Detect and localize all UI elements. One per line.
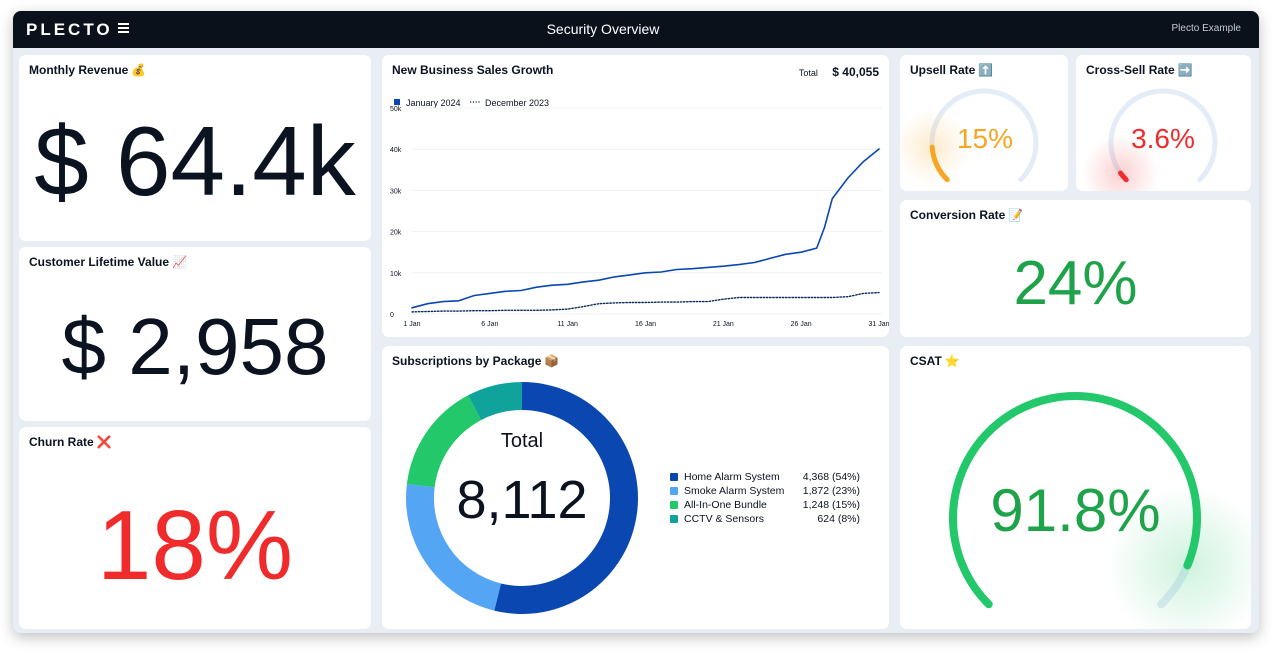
legend-swatch-0 xyxy=(394,99,400,105)
y-tick-label: 40k xyxy=(390,147,402,154)
memo-icon: 📝 xyxy=(1008,208,1024,222)
upsell-rate-card[interactable]: Upsell Rate ⬆️ 15% xyxy=(900,55,1068,191)
card-title: Monthly Revenue 💰 xyxy=(29,63,147,77)
card-title: Conversion Rate 📝 xyxy=(910,208,1024,222)
money-bag-icon: 💰 xyxy=(131,63,147,77)
card-title: New Business Sales Growth xyxy=(392,63,554,77)
cross-sell-rate-gauge xyxy=(1082,88,1218,191)
x-tick-label: 1 Jan xyxy=(403,321,420,328)
gauge-glow xyxy=(900,109,971,186)
monthly-revenue-value: $ 64.4k xyxy=(34,106,356,216)
subscriptions-donut-chart[interactable] xyxy=(382,346,662,629)
legend-label: All-In-One Bundle xyxy=(684,499,767,511)
sales-total-label: Total xyxy=(798,68,818,78)
donut-slice-smoke-alarm-system[interactable] xyxy=(406,484,501,611)
legend-item[interactable]: Home Alarm System 4,368 (54%) xyxy=(670,470,860,484)
legend-label: Smoke Alarm System xyxy=(684,485,785,497)
top-bar: PLECTO Security Overview Plecto Example xyxy=(13,11,1259,48)
churn-rate-card[interactable]: Churn Rate ❌ 18% xyxy=(19,427,371,629)
series-line-december-2023[interactable] xyxy=(411,291,880,313)
gauge-glow xyxy=(1082,135,1159,191)
card-title: Cross-Sell Rate ➡️ xyxy=(1086,63,1193,77)
chart-increasing-icon: 📈 xyxy=(172,255,187,269)
series-line-january-2024[interactable] xyxy=(411,148,880,309)
legend-value: 624 (8%) xyxy=(817,513,860,525)
x-tick-label: 6 Jan xyxy=(481,321,498,328)
y-tick-label: 30k xyxy=(390,188,402,195)
x-tick-label: 11 Jan xyxy=(557,321,578,328)
x-tick-label: 26 Jan xyxy=(791,321,812,328)
donut-legend: Home Alarm System 4,368 (54%) Smoke Alarm … xyxy=(670,470,860,526)
card-title: Upsell Rate ⬆️ xyxy=(910,63,994,77)
legend-swatch xyxy=(670,473,678,481)
legend-value: 4,368 (54%) xyxy=(802,471,860,483)
gauge-fill xyxy=(1118,170,1129,183)
csat-value: 91.8% xyxy=(990,477,1161,544)
csat-gauge xyxy=(949,392,1251,629)
conversion-rate-card[interactable]: Conversion Rate 📝 24% xyxy=(900,200,1251,337)
cross-sell-rate-card[interactable]: Cross-Sell Rate ➡️ 3.6% xyxy=(1076,55,1251,191)
legend-value: 1,248 (15%) xyxy=(802,499,860,511)
card-title: Customer Lifetime Value 📈 xyxy=(29,255,187,269)
churn-rate-value: 18% xyxy=(96,490,294,600)
customer-lifetime-value-value: $ 2,958 xyxy=(61,302,329,391)
sales-line-chart[interactable]: January 2024 December 2023 0 10k 20k 30k 40k 50… xyxy=(382,55,889,337)
upsell-rate-gauge xyxy=(900,88,1039,186)
hamburger-menu-icon[interactable] xyxy=(118,23,129,34)
y-tick-label: 0 xyxy=(390,312,394,319)
dashboard-window: PLECTO Security Overview Plecto Example … xyxy=(13,11,1259,633)
sales-growth-card[interactable]: New Business Sales Growth Total $ 40,055… xyxy=(382,55,889,337)
legend-label: Home Alarm System xyxy=(684,471,780,483)
donut-slice-cctv-sensors[interactable] xyxy=(468,382,522,421)
legend-item[interactable]: CCTV & Sensors 624 (8%) xyxy=(670,512,860,526)
legend-label-0: January 2024 xyxy=(406,98,461,108)
donut-slice-home-alarm-system[interactable] xyxy=(494,382,638,614)
sales-total-value: $ 40,055 xyxy=(832,65,879,79)
right-arrow-icon: ➡️ xyxy=(1177,63,1193,77)
y-tick-label: 50k xyxy=(390,106,402,113)
legend-value: 1,872 (23%) xyxy=(802,485,860,497)
sales-total: Total $ 40,055 xyxy=(799,63,879,81)
y-tick-label: 20k xyxy=(390,230,402,237)
donut-slice-all-in-one-bundle[interactable] xyxy=(406,395,482,488)
gauge-fill xyxy=(949,392,1201,609)
donut-total-label: Total xyxy=(500,430,544,452)
star-icon: ⭐ xyxy=(944,354,960,368)
legend-item[interactable]: All-In-One Bundle 1,248 (15%) xyxy=(670,498,860,512)
customer-lifetime-value-card[interactable]: Customer Lifetime Value 📈 $ 2,958 xyxy=(19,247,371,421)
monthly-revenue-card[interactable]: Monthly Revenue 💰 $ 64.4k xyxy=(19,55,371,241)
x-tick-label: 21 Jan xyxy=(713,321,734,328)
card-title: CSAT ⭐ xyxy=(910,354,960,368)
cross-sell-rate-value: 3.6% xyxy=(1131,123,1195,154)
donut-total-value: 8,112 xyxy=(456,470,588,530)
dashboard-title: Security Overview xyxy=(546,21,660,37)
gauge-fill xyxy=(929,144,950,183)
legend-swatch xyxy=(670,515,678,523)
gauge-glow xyxy=(1107,485,1251,629)
cross-mark-icon: ❌ xyxy=(96,435,112,449)
legend-swatch xyxy=(670,501,678,509)
account-name[interactable]: Plecto Example xyxy=(1171,23,1241,34)
x-tick-label: 16 Jan xyxy=(635,321,656,328)
subscriptions-card[interactable]: Subscriptions by Package 📦 Total 8,112 Ho… xyxy=(382,346,889,629)
up-arrow-icon: ⬆️ xyxy=(978,63,994,77)
legend-item[interactable]: Smoke Alarm System 1,872 (23%) xyxy=(670,484,860,498)
y-tick-label: 10k xyxy=(390,271,402,278)
card-title: Churn Rate ❌ xyxy=(29,435,112,449)
plecto-logo[interactable]: PLECTO xyxy=(26,20,113,39)
legend-label-1: December 2023 xyxy=(485,98,549,108)
csat-card[interactable]: CSAT ⭐ 91.8% xyxy=(900,346,1251,629)
legend-swatch xyxy=(670,487,678,495)
package-icon: 📦 xyxy=(544,354,560,368)
card-title: Subscriptions by Package 📦 xyxy=(392,354,560,368)
chart-legend: January 2024 December 2023 xyxy=(394,98,549,108)
legend-label: CCTV & Sensors xyxy=(684,513,764,525)
x-tick-label: 31 Jan xyxy=(868,321,889,328)
conversion-rate-value: 24% xyxy=(1013,249,1138,318)
upsell-rate-value: 15% xyxy=(956,123,1014,154)
